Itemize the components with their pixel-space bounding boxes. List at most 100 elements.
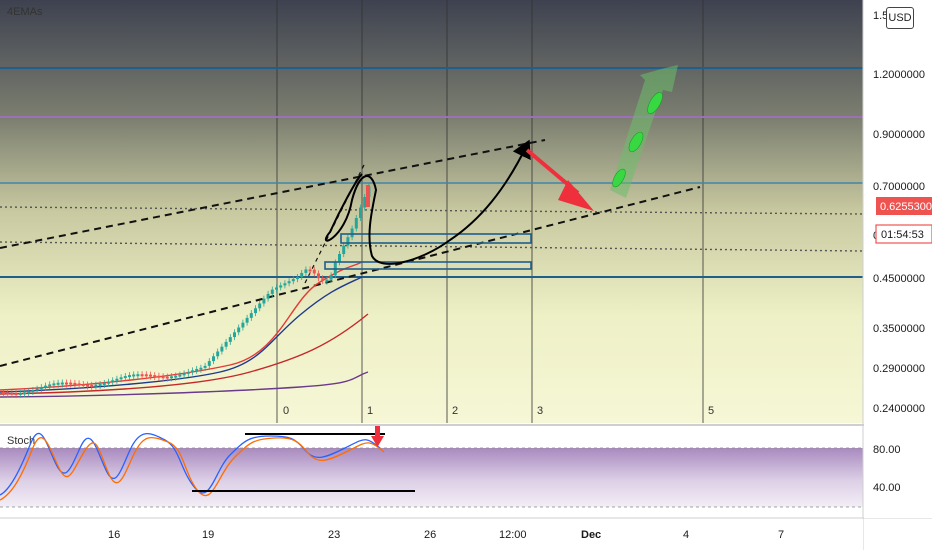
candle bbox=[291, 279, 295, 282]
stoch-label: Stoch bbox=[7, 435, 35, 447]
candle bbox=[153, 375, 157, 378]
candle bbox=[27, 391, 31, 394]
candle bbox=[212, 356, 215, 362]
candle bbox=[254, 308, 257, 314]
candle bbox=[81, 384, 85, 387]
candle bbox=[165, 376, 169, 379]
price-tick: 0.3500000 bbox=[873, 323, 925, 335]
candle bbox=[346, 237, 350, 246]
candle bbox=[39, 387, 43, 390]
candle bbox=[363, 197, 367, 208]
candle bbox=[220, 346, 224, 352]
candle bbox=[35, 388, 39, 391]
candle bbox=[52, 383, 56, 386]
candle bbox=[338, 254, 341, 263]
countdown-value: 01:54:53 bbox=[881, 229, 924, 241]
price-tick: 0.2900000 bbox=[873, 363, 925, 375]
time-axis-labels: 16 19 23 26 12:00 Dec 4 7 bbox=[108, 529, 784, 541]
green-rocket-arrow bbox=[610, 65, 678, 198]
candle bbox=[111, 380, 115, 383]
candle bbox=[203, 365, 207, 368]
candle bbox=[174, 375, 178, 378]
candle bbox=[266, 293, 270, 299]
candle bbox=[128, 375, 131, 378]
candle bbox=[136, 374, 140, 377]
candle bbox=[342, 245, 346, 254]
candle bbox=[119, 377, 123, 380]
time-tick: 7 bbox=[778, 529, 784, 541]
candle bbox=[18, 392, 22, 395]
candle bbox=[98, 383, 102, 386]
candle bbox=[321, 278, 325, 281]
candle bbox=[23, 392, 26, 395]
candle bbox=[90, 384, 94, 387]
candle bbox=[325, 279, 329, 282]
candle bbox=[191, 370, 194, 373]
candle bbox=[195, 368, 199, 371]
candle bbox=[77, 383, 81, 386]
candle bbox=[199, 367, 203, 370]
time-tick: 26 bbox=[424, 529, 436, 541]
candle bbox=[224, 341, 228, 347]
candle bbox=[157, 375, 161, 378]
cycle-label: 0 bbox=[283, 405, 289, 417]
countdown-label: 01:54:53 bbox=[875, 224, 932, 244]
candle bbox=[2, 392, 5, 394]
cycle-label: 1 bbox=[367, 405, 373, 417]
candle bbox=[65, 382, 68, 385]
candle bbox=[283, 283, 287, 286]
currency-button[interactable]: USD bbox=[886, 7, 914, 29]
candle bbox=[115, 378, 119, 381]
candle bbox=[317, 273, 320, 279]
price-tick: 0.4500000 bbox=[873, 273, 925, 285]
price-axis[interactable] bbox=[864, 0, 932, 518]
cycle-labels: 0 1 2 3 5 bbox=[283, 405, 714, 417]
candle bbox=[275, 287, 278, 290]
candle bbox=[270, 289, 274, 294]
candle bbox=[279, 285, 283, 288]
candle bbox=[237, 327, 241, 333]
current-price-value: 0.6255300 bbox=[880, 201, 932, 213]
cycle-label: 2 bbox=[452, 405, 458, 417]
candle bbox=[366, 185, 370, 207]
candle bbox=[354, 218, 358, 229]
current-price-label: 0.6255300 bbox=[876, 197, 932, 215]
candle bbox=[73, 382, 77, 385]
candle bbox=[48, 384, 52, 387]
projection-path bbox=[324, 139, 531, 265]
candle bbox=[69, 382, 73, 385]
candle bbox=[107, 381, 110, 384]
price-tick: 0.9000000 bbox=[873, 129, 925, 141]
candle bbox=[14, 393, 18, 396]
stoch-band bbox=[0, 448, 863, 507]
stoch-lines bbox=[0, 432, 385, 501]
candle bbox=[31, 390, 35, 393]
time-tick: 19 bbox=[202, 529, 214, 541]
candle bbox=[312, 269, 316, 274]
candle bbox=[86, 384, 89, 387]
price-tick: 0.7000000 bbox=[873, 181, 925, 193]
candle bbox=[186, 371, 190, 374]
time-tick: 23 bbox=[328, 529, 340, 541]
candle bbox=[300, 272, 304, 277]
candle bbox=[182, 373, 186, 376]
cycle-label: 5 bbox=[708, 405, 714, 417]
price-tick: 1.2000000 bbox=[873, 69, 925, 81]
candle bbox=[262, 298, 266, 304]
price-axis-labels: 1.5 1.2000000 0.9000000 0.7000000 0.4500… bbox=[873, 10, 925, 415]
ema-lines bbox=[0, 261, 369, 398]
red-arrow-down bbox=[525, 148, 594, 211]
candle bbox=[304, 269, 308, 273]
main-pane-background bbox=[0, 0, 863, 423]
candle bbox=[329, 275, 333, 280]
time-axis[interactable] bbox=[0, 519, 863, 550]
candle bbox=[132, 374, 136, 377]
time-tick: 16 bbox=[108, 529, 120, 541]
candle bbox=[56, 382, 60, 385]
candle bbox=[123, 376, 127, 379]
zone-boxes bbox=[324, 233, 532, 270]
candle bbox=[359, 207, 362, 218]
time-tick: 12:00 bbox=[499, 529, 527, 541]
